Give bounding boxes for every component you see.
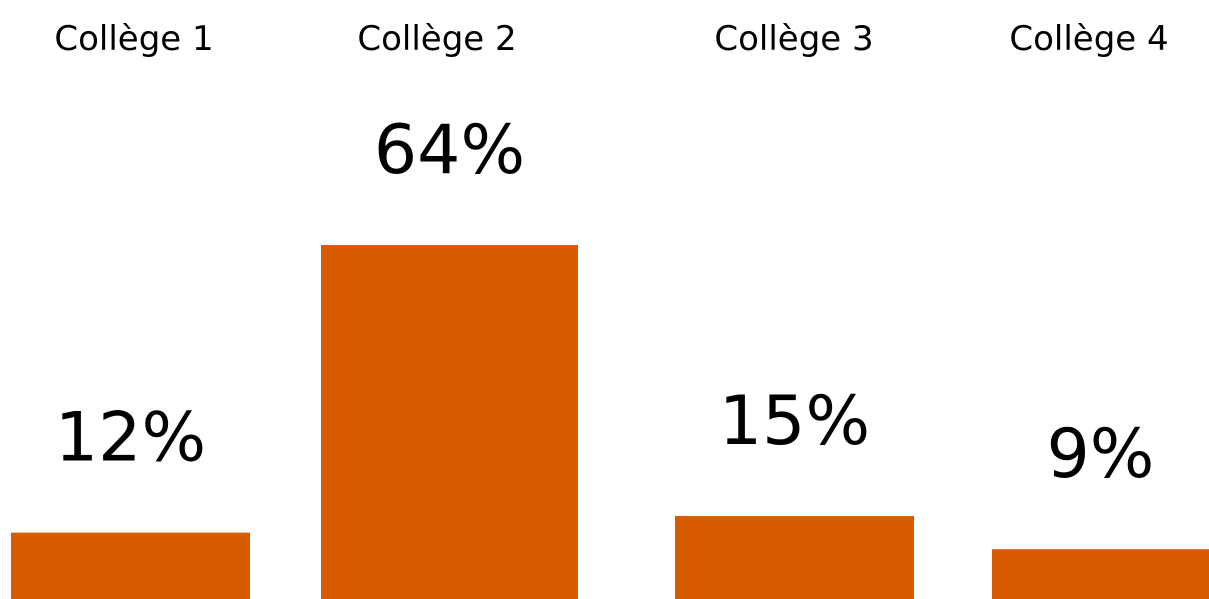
category-label-college-2: Collège 2 [357,19,516,59]
bar-college-2 [321,245,578,599]
bars [11,245,1209,599]
value-label-college-3: 15% [719,382,870,461]
category-label-college-4: Collège 4 [1009,19,1168,59]
bar-college-4 [992,549,1209,599]
bar-college-1 [11,532,250,599]
value-label-college-1: 12% [55,399,206,478]
category-labels: Collège 1 Collège 2 Collège 3 Collège 4 [54,19,1168,59]
value-label-college-4: 9% [1047,415,1155,494]
category-label-college-3: Collège 3 [714,19,873,59]
value-labels: 12% 64% 15% 9% [55,111,1155,494]
value-label-college-2: 64% [374,111,525,190]
bar-college-3 [675,516,914,599]
category-label-college-1: Collège 1 [54,19,213,59]
